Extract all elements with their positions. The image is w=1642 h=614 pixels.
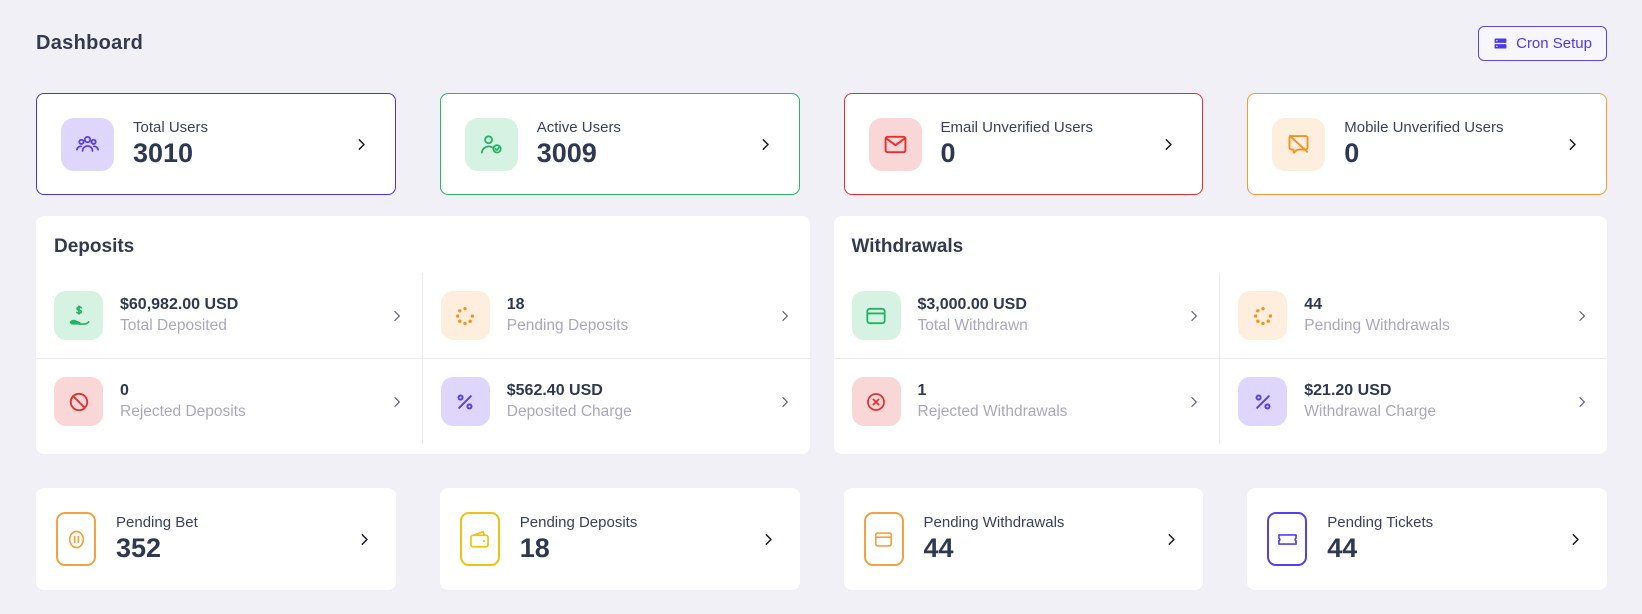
pending-deposits-card-label: Pending Deposits: [519, 513, 638, 531]
cron-setup-button[interactable]: Cron Setup: [1478, 26, 1607, 61]
pending-tickets-card[interactable]: Pending Tickets 44: [1247, 488, 1607, 590]
total-users-card[interactable]: Total Users 3010: [36, 93, 396, 195]
hand-holding-dollar-icon: [54, 291, 103, 340]
withdrawal-charge-item[interactable]: $21.20 USD Withdrawal Charge: [1220, 359, 1607, 444]
circle-x-icon: [851, 377, 901, 426]
chevron-right-icon: [1161, 137, 1176, 152]
total-users-value: 3010: [133, 137, 194, 168]
server-icon: [1493, 36, 1508, 51]
chevron-right-icon: [354, 137, 369, 152]
cron-setup-label: Cron Setup: [1516, 35, 1592, 52]
chevron-right-icon: [390, 395, 404, 409]
pending-deposits-label: Pending Deposits: [506, 317, 629, 334]
pending-withdrawals-card-label: Pending Withdrawals: [923, 513, 1065, 531]
active-users-value: 3009: [536, 137, 597, 168]
active-users-card[interactable]: Active Users 3009: [439, 93, 800, 195]
deposited-charge-value: $562.40 USD: [506, 382, 603, 399]
deposited-charge-label: Deposited Charge: [506, 403, 632, 420]
chevron-right-icon: [357, 532, 372, 547]
chevron-right-icon: [1575, 395, 1589, 409]
rejected-deposits-item[interactable]: 0 Rejected Deposits: [36, 359, 423, 444]
rejected-withdrawals-value: 1: [917, 382, 927, 399]
active-users-label: Active Users: [536, 118, 621, 136]
pause-circle-icon: [56, 512, 96, 566]
mobile-unverified-card[interactable]: Mobile Unverified Users 0: [1247, 93, 1607, 195]
deposits-panel: Deposits $60,982.00 USD Total Deposited: [36, 216, 810, 454]
pending-deposits-item[interactable]: 18 Pending Deposits: [422, 273, 810, 359]
total-deposited-value: $60,982.00 USD: [120, 296, 239, 313]
deposited-charge-item[interactable]: $562.40 USD Deposited Charge: [423, 359, 810, 444]
email-unverified-value: 0: [940, 137, 956, 168]
pending-tickets-label: Pending Tickets: [1327, 513, 1434, 531]
pending-withdrawals-card[interactable]: Pending Withdrawals 44: [843, 488, 1204, 590]
bottom-stats-row: Pending Bet 352 Pending Deposits 18: [36, 488, 1607, 590]
users-icon: [61, 117, 114, 171]
withdrawals-panel: Withdrawals $3,000.00 USD Total Withdraw…: [833, 216, 1607, 454]
email-unverified-label: Email Unverified Users: [940, 118, 1094, 136]
rejected-withdrawals-label: Rejected Withdrawals: [917, 403, 1068, 420]
pending-bet-label: Pending Bet: [116, 513, 198, 531]
chevron-right-icon: [1164, 532, 1179, 547]
envelope-icon: [868, 117, 922, 171]
rejected-withdrawals-item[interactable]: 1 Rejected Withdrawals: [834, 359, 1221, 444]
comment-slash-icon: [1272, 117, 1326, 171]
chevron-right-icon: [1187, 309, 1201, 323]
pending-deposits-card[interactable]: Pending Deposits 18: [439, 488, 800, 590]
chevron-right-icon: [758, 137, 773, 152]
spinner-icon: [440, 291, 490, 340]
pending-withdrawals-card-value: 44: [923, 532, 954, 563]
pending-deposits-card-value: 18: [519, 532, 550, 563]
panels-row: Deposits $60,982.00 USD Total Deposited: [36, 216, 1607, 454]
withdrawal-charge-value: $21.20 USD: [1304, 382, 1392, 399]
mobile-unverified-label: Mobile Unverified Users: [1344, 118, 1504, 136]
percent-icon: [1238, 377, 1288, 426]
dashboard-page: Dashboard Cron Setup: [36, 26, 1607, 590]
ticket-icon: [1267, 512, 1308, 566]
total-withdrawn-item[interactable]: $3,000.00 USD Total Withdrawn: [833, 273, 1221, 359]
chevron-right-icon: [1565, 137, 1580, 152]
credit-card-icon: [863, 512, 904, 566]
percent-icon: [440, 377, 490, 426]
spinner-icon: [1238, 291, 1288, 340]
page-title: Dashboard: [36, 32, 144, 54]
chevron-right-icon: [778, 309, 792, 323]
chevron-right-icon: [778, 395, 792, 409]
pending-tickets-value: 44: [1327, 532, 1358, 563]
pending-deposits-value: 18: [506, 296, 525, 313]
deposits-title: Deposits: [54, 236, 135, 257]
chevron-right-icon: [1568, 532, 1583, 547]
chevron-right-icon: [390, 309, 404, 323]
total-users-label: Total Users: [133, 118, 209, 136]
user-check-icon: [464, 117, 518, 171]
chevron-right-icon: [761, 532, 776, 547]
chevron-right-icon: [1187, 395, 1201, 409]
email-unverified-card[interactable]: Email Unverified Users 0: [843, 93, 1204, 195]
pending-bet-card[interactable]: Pending Bet 352: [36, 488, 396, 590]
withdrawal-charge-label: Withdrawal Charge: [1304, 403, 1437, 420]
card-window-icon: [851, 291, 901, 340]
top-stats-row: Total Users 3010 Active Users 3009: [36, 93, 1607, 195]
pending-withdrawals-item[interactable]: 44 Pending Withdrawals: [1220, 273, 1607, 359]
page-header: Dashboard Cron Setup: [36, 26, 1607, 61]
mobile-unverified-value: 0: [1344, 137, 1360, 168]
total-withdrawn-label: Total Withdrawn: [917, 317, 1028, 334]
total-withdrawn-value: $3,000.00 USD: [917, 296, 1027, 313]
wallet-icon: [459, 512, 500, 566]
rejected-deposits-value: 0: [120, 382, 129, 399]
rejected-deposits-label: Rejected Deposits: [120, 403, 246, 420]
pending-withdrawals-value: 44: [1304, 296, 1323, 313]
chevron-right-icon: [1575, 309, 1589, 323]
withdrawals-title: Withdrawals: [851, 236, 964, 257]
pending-withdrawals-label: Pending Withdrawals: [1304, 317, 1450, 334]
total-deposited-label: Total Deposited: [120, 317, 227, 334]
pending-bet-value: 352: [116, 532, 162, 563]
total-deposited-item[interactable]: $60,982.00 USD Total Deposited: [36, 273, 423, 359]
ban-icon: [54, 377, 103, 426]
